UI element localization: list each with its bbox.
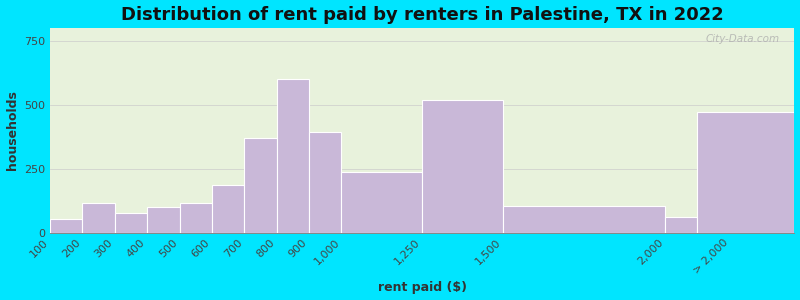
Bar xyxy=(342,172,422,233)
Title: Distribution of rent paid by renters in Palestine, TX in 2022: Distribution of rent paid by renters in … xyxy=(121,6,724,24)
Bar xyxy=(698,112,794,232)
Bar xyxy=(503,206,665,232)
Bar xyxy=(665,217,698,232)
Bar xyxy=(179,203,212,232)
Bar xyxy=(309,131,342,232)
Bar xyxy=(115,213,147,232)
Bar xyxy=(422,100,503,232)
Bar xyxy=(147,207,179,232)
Bar xyxy=(50,218,82,233)
Bar xyxy=(244,138,277,232)
Text: City-Data.com: City-Data.com xyxy=(706,34,779,44)
Bar xyxy=(277,79,309,232)
Bar xyxy=(212,185,244,232)
Y-axis label: households: households xyxy=(6,90,18,170)
X-axis label: rent paid ($): rent paid ($) xyxy=(378,281,466,294)
Bar xyxy=(82,203,115,232)
